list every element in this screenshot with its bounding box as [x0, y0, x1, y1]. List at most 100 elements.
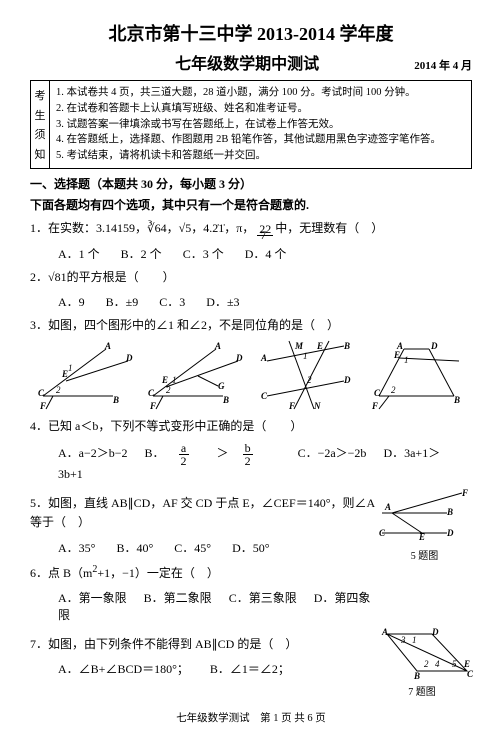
svg-text:2: 2 — [166, 385, 171, 395]
svg-text:A: A — [384, 502, 391, 512]
svg-text:1: 1 — [172, 375, 177, 385]
svg-text:2: 2 — [56, 385, 61, 395]
svg-text:3: 3 — [400, 635, 406, 645]
q2: 2．√81的平方根是（ ） — [30, 268, 472, 287]
q5-opt-c: C．45° — [174, 541, 211, 555]
q1-opt-a: A．1 个 — [58, 247, 100, 261]
q1-options: A．1 个 B．2 个 C．3 个 D．4 个 — [58, 245, 472, 262]
q2-opt-d: D．±3 — [206, 295, 239, 309]
svg-text:E: E — [161, 375, 168, 385]
svg-text:F: F — [39, 401, 46, 411]
svg-text:C: C — [467, 669, 474, 679]
svg-text:1: 1 — [404, 355, 409, 365]
exam-title: 七年级数学期中测试 — [30, 50, 414, 74]
svg-text:F: F — [371, 401, 378, 411]
svg-text:D: D — [235, 353, 243, 363]
svg-text:A: A — [381, 627, 388, 637]
q6-options: A．第一象限 B．第二象限 C．第三象限 D．第四象限 — [58, 589, 377, 623]
svg-text:E: E — [393, 350, 400, 360]
q4: 4．已知 a＜b，下列不等式变形中正确的是（ ） — [30, 417, 472, 436]
svg-text:C: C — [148, 388, 155, 398]
q5-caption: 5 题图 — [377, 547, 472, 562]
svg-text:D: D — [446, 528, 454, 538]
q7-caption: 7 题图 — [372, 683, 472, 698]
svg-text:1: 1 — [68, 363, 73, 373]
q5-options: A．35° B．40° C．45° D．50° — [58, 539, 377, 556]
svg-text:M: M — [294, 341, 304, 351]
svg-text:1: 1 — [412, 635, 417, 645]
q1-opt-d: D．4 个 — [245, 247, 287, 261]
q1-opt-b: B．2 个 — [121, 247, 162, 261]
q5-opt-a: A．35° — [58, 541, 95, 555]
q3-fig-c: A B C D E F M N 1 2 — [259, 341, 354, 411]
svg-text:D: D — [430, 341, 438, 351]
svg-text:5: 5 — [452, 659, 457, 669]
svg-text:B: B — [343, 341, 350, 351]
q3-fig-b: A B C D E F G 1 2 — [148, 341, 243, 411]
school-title: 北京市第十三中学 2013-2014 学年度 — [30, 20, 472, 46]
svg-text:4: 4 — [435, 659, 440, 669]
q1-opt-c: C．3 个 — [183, 247, 224, 261]
svg-text:C: C — [38, 388, 45, 398]
q3-figures: A B C D E F 1 2 A B C D E F G 1 2 — [30, 341, 472, 411]
q5-opt-b: B．40° — [116, 541, 153, 555]
notice-box: 考 生 须 知 1. 本试卷共 4 页，共三道大题，28 道小题，满分 100 … — [30, 80, 472, 169]
q7: 7．如图，由下列条件不能得到 AB∥CD 的是（ ） — [30, 635, 372, 654]
q3-fig-a: A B C D E F 1 2 — [38, 341, 133, 411]
svg-text:F: F — [288, 401, 295, 411]
side-char: 须 — [35, 126, 46, 142]
svg-text:1: 1 — [303, 351, 308, 361]
q2-opt-b: B．±9 — [106, 295, 139, 309]
notice-item: 1. 本试卷共 4 页，共三道大题，28 道小题，满分 100 分。考试时间 1… — [56, 85, 465, 101]
side-char: 考 — [35, 87, 46, 103]
notice-item: 3. 试题答案一律填涂或书写在答题纸上，在试卷上作答无效。 — [56, 117, 465, 133]
svg-text:B: B — [112, 395, 119, 405]
q5: 5．如图，直线 AB∥CD，AF 交 CD 于点 E，∠CEF＝140°，则∠A… — [30, 494, 377, 532]
q7-opt-b: B．∠1＝∠2； — [210, 662, 290, 676]
section-heading-2: 下面各题均有四个选项，其中只有一个是符合题意的. — [30, 196, 472, 213]
side-char: 知 — [35, 146, 46, 162]
svg-text:2: 2 — [424, 659, 429, 669]
q3-fig-d: A B C D E F 1 2 — [369, 341, 464, 411]
q6: 6．点 B（m2+1，−1）一定在（ ） — [30, 562, 377, 583]
q5-row: 5．如图，直线 AB∥CD，AF 交 CD 于点 E，∠CEF＝140°，则∠A… — [30, 488, 472, 629]
q2-options: A．9 B．±9 C．3 D．±3 — [58, 293, 472, 310]
svg-text:F: F — [149, 401, 156, 411]
exam-date: 2014 年 4 月 — [414, 57, 472, 73]
svg-text:A: A — [214, 341, 221, 351]
q4-options: A．a−2＞b−2 B．a2＞b2 C．−2a＞−2b D．3a+1＞3b+1 — [58, 442, 472, 482]
q1-stem-a: 1．在实数：3.14159，∛64，√5，4.2̇1̇，π， — [30, 221, 254, 235]
svg-text:D: D — [343, 375, 351, 385]
q4-opt-c: C．−2a＞−2b — [298, 446, 367, 460]
notice-content: 1. 本试卷共 4 页，共三道大题，28 道小题，满分 100 分。考试时间 1… — [50, 81, 471, 168]
svg-text:B: B — [413, 671, 420, 681]
svg-text:E: E — [316, 341, 323, 351]
section-heading-1: 一、选择题（本题共 30 分，每小题 3 分） — [30, 175, 472, 192]
notice-side: 考 生 须 知 — [31, 81, 50, 168]
svg-text:E: E — [463, 659, 470, 669]
svg-text:A: A — [260, 353, 267, 363]
q7-row: 7．如图，由下列条件不能得到 AB∥CD 的是（ ） A．∠B+∠BCD＝180… — [30, 629, 472, 698]
notice-item: 5. 考试结束，请将机读卡和答题纸一并交回。 — [56, 148, 465, 164]
q6-opt-b: B．第二象限 — [144, 591, 212, 605]
q6-opt-c: C．第三象限 — [229, 591, 297, 605]
subtitle-row: 七年级数学期中测试 2014 年 4 月 — [30, 50, 472, 74]
q4-opt-b: B．a2＞b2 — [145, 446, 284, 460]
page-footer: 七年级数学测试 第 1 页 共 6 页 — [30, 710, 472, 725]
svg-text:G: G — [218, 381, 225, 391]
svg-text:B: B — [453, 395, 460, 405]
q1-stem-b: 中，无理数有（ ） — [275, 221, 383, 235]
svg-text:E: E — [61, 369, 68, 379]
q7-figure: A B C D E 3 1 2 4 5 7 题图 — [372, 629, 472, 698]
q3: 3．如图，四个图形中的∠1 和∠2，不是同位角的是（ ） — [30, 316, 472, 335]
q7-options: A．∠B+∠BCD＝180°； B．∠1＝∠2； — [58, 660, 372, 677]
svg-text:C: C — [374, 388, 381, 398]
svg-text:C: C — [261, 391, 268, 401]
svg-text:N: N — [313, 401, 321, 411]
q2-opt-a: A．9 — [58, 295, 85, 309]
side-char: 生 — [35, 107, 46, 123]
svg-text:2: 2 — [391, 385, 396, 395]
q1: 1．在实数：3.14159，∛64，√5，4.2̇1̇，π， 22​ 7 中，无… — [30, 219, 472, 239]
svg-text:A: A — [104, 341, 111, 351]
svg-text:D: D — [125, 353, 133, 363]
